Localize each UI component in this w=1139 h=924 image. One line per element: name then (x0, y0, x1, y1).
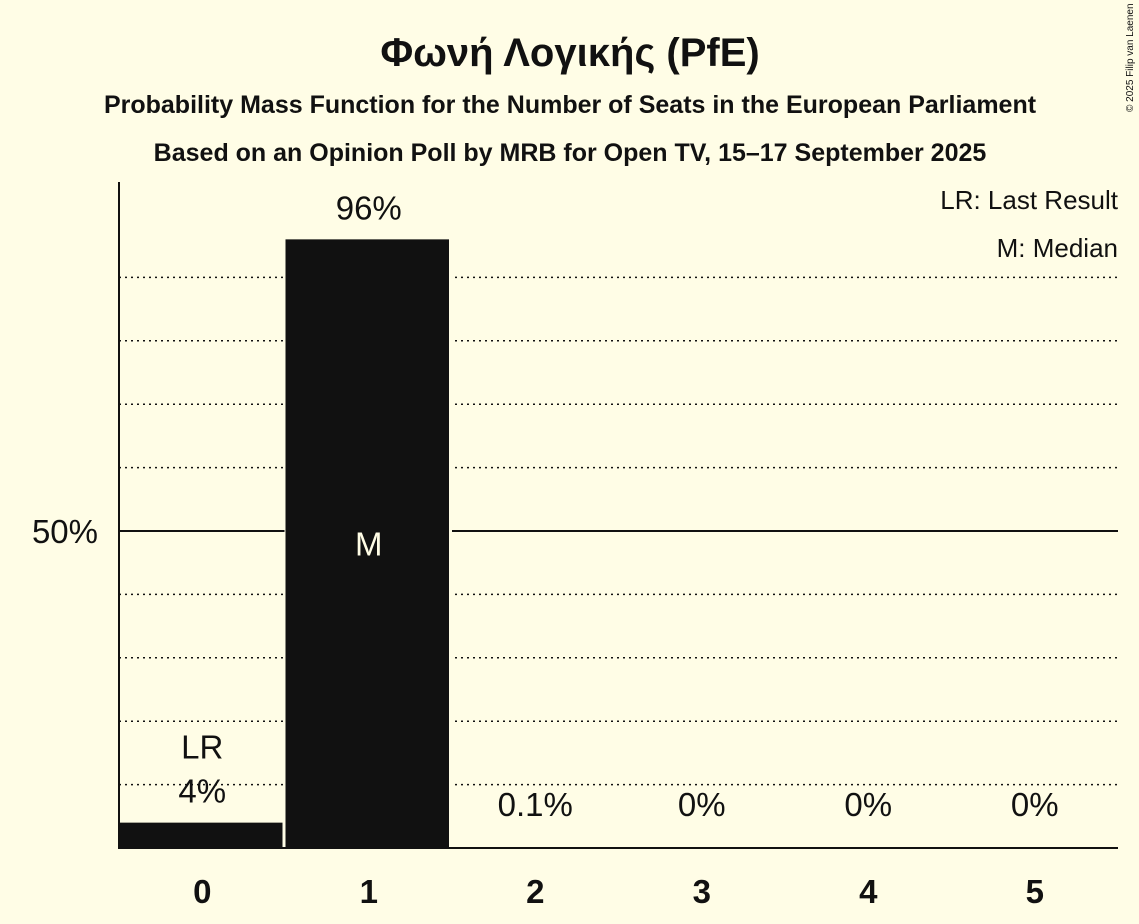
grid-layer (119, 276, 1118, 786)
bar (119, 822, 283, 848)
median-marker: M (355, 526, 383, 563)
chart-source-line: Based on an Opinion Poll by MRB for Open… (154, 139, 987, 167)
data-label: 0% (678, 786, 726, 823)
x-tick-label: 0 (193, 873, 211, 910)
data-label: 4% (178, 773, 226, 810)
x-tick-label: 1 (360, 873, 378, 910)
data-label: 0.1% (498, 786, 573, 823)
legend: LR: Last Result M: Median (940, 185, 1119, 263)
data-label: 0% (844, 786, 892, 823)
bar-layer (118, 237, 452, 849)
chart-title: Φωνή Λογικής (PfE) (380, 31, 759, 75)
bar (285, 239, 449, 849)
legend-entry: M: Median (997, 233, 1118, 263)
data-label: 96% (336, 189, 402, 226)
legend-entry: LR: Last Result (940, 185, 1119, 215)
y-tick-label: 50% (32, 513, 98, 550)
data-label: 0% (1011, 786, 1059, 823)
x-tick-label: 2 (526, 873, 544, 910)
x-tick-label: 3 (693, 873, 711, 910)
last-result-marker: LR (181, 729, 223, 766)
copyright-text: © 2025 Filip van Laenen (1125, 3, 1136, 112)
x-tick-label: 5 (1026, 873, 1044, 910)
chart-subtitle: Probability Mass Function for the Number… (104, 91, 1037, 119)
x-tick-label: 4 (859, 873, 878, 910)
